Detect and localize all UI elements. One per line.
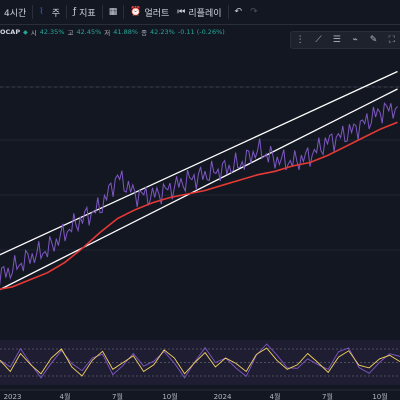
toolbar-divider bbox=[123, 5, 125, 19]
chart-grid bbox=[0, 86, 400, 251]
interval-label: 4시간 bbox=[4, 8, 27, 19]
trend-line-icon[interactable]: ⟋ bbox=[315, 35, 322, 45]
interval-button[interactable]: 4시간 bbox=[0, 0, 30, 24]
brush-icon[interactable]: ✎ bbox=[369, 35, 378, 45]
toolbar-divider bbox=[65, 5, 67, 19]
low-value: 41.88% bbox=[113, 28, 139, 36]
x-tick-label: 4월 bbox=[60, 392, 71, 400]
x-tick-label: 10월 bbox=[162, 392, 177, 400]
high-label: 고 bbox=[67, 29, 74, 37]
pattern-icon[interactable]: ⌁ bbox=[352, 35, 358, 45]
moving-average-line bbox=[0, 121, 398, 291]
open-label: 시 bbox=[30, 29, 37, 37]
x-tick-label: 7월 bbox=[112, 392, 123, 400]
x-tick-label: 2023 bbox=[4, 393, 22, 400]
style-button[interactable]: 주 bbox=[48, 0, 64, 24]
moving-average bbox=[0, 121, 398, 291]
redo-icon[interactable]: ↷ bbox=[250, 7, 258, 17]
price-line bbox=[0, 101, 398, 287]
time-axis: 2023 4월 7월 10월 2024 4월 7월 10월 bbox=[0, 389, 400, 400]
x-tick-label: 10월 bbox=[372, 392, 387, 400]
x-tick-label: 4월 bbox=[270, 392, 281, 400]
toolbar-divider bbox=[101, 5, 103, 19]
indicators-button[interactable]: ƒ 지표 bbox=[69, 0, 100, 24]
symbol-name[interactable]: OCAP bbox=[0, 28, 21, 36]
indicators-label: 지표 bbox=[79, 8, 96, 19]
market-status-icon: ◆ bbox=[23, 28, 28, 36]
style-label: 주 bbox=[51, 8, 60, 19]
close-label: 종 bbox=[141, 29, 148, 37]
high-value: 42.45% bbox=[76, 28, 102, 36]
fib-icon[interactable]: ☰ bbox=[332, 35, 341, 45]
undo-icon[interactable]: ↶ bbox=[234, 7, 243, 17]
toolbar-divider bbox=[32, 5, 34, 19]
oscillator-signal-line bbox=[0, 343, 400, 379]
cursor-icon[interactable]: ⋮ bbox=[295, 35, 305, 45]
x-tick-label: 7월 bbox=[322, 392, 333, 400]
close-value: 42.23% bbox=[150, 28, 175, 36]
low-label: 저 bbox=[104, 29, 111, 37]
change-value: -0.11 (-0.26%) bbox=[177, 28, 225, 36]
oscillator-pane bbox=[0, 340, 400, 385]
replay-icon: ⏮ bbox=[177, 7, 186, 17]
channel-upper-line bbox=[0, 70, 398, 256]
drawing-toolbar: ⋮ ⟋ ☰ ⌁ ✎ ⛶ bbox=[290, 31, 400, 49]
text-icon[interactable]: ⛶ bbox=[388, 35, 395, 45]
grid-icon[interactable]: ▦ bbox=[108, 7, 118, 17]
channel-lower-line bbox=[0, 88, 398, 291]
price-channel bbox=[0, 70, 398, 291]
open-value: 42.35% bbox=[39, 28, 65, 36]
alarm-icon: ⏰ bbox=[130, 7, 142, 17]
replay-label: 리플레이 bbox=[188, 8, 222, 19]
alert-label: 얼러트 bbox=[144, 8, 170, 19]
price-legend: OCAP ◆ 시 42.35% 고 42.45% 저 41.88% 종 42.23% -… bbox=[0, 26, 225, 38]
candle-icon[interactable]: ⌇ bbox=[39, 7, 44, 17]
indicators-icon: ƒ bbox=[72, 7, 77, 17]
price-series bbox=[0, 101, 398, 287]
oscillator-line bbox=[0, 347, 400, 377]
top-toolbar: 4시간 ⌇ 주 ƒ 지표 ▦ ⏰ 얼러트 ⏮ 리플레이 ↶ ↷ bbox=[0, 0, 400, 25]
alert-button[interactable]: ⏰ 얼러트 bbox=[126, 0, 173, 24]
x-tick-label: 2024 bbox=[214, 393, 232, 400]
replay-button[interactable]: ⏮ 리플레이 bbox=[173, 0, 225, 24]
toolbar-divider bbox=[227, 5, 229, 19]
